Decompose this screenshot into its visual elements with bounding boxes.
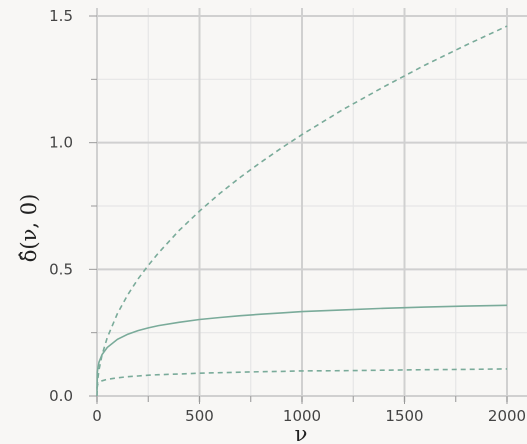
series-line-2 bbox=[96, 304, 508, 391]
x-tick-label: 2000 bbox=[488, 407, 526, 425]
y-tick-label: 1.0 bbox=[49, 134, 73, 152]
tick-labels: 0 500 1000 1500 2000 0.0 0.5 1.0 1.5 bbox=[49, 7, 526, 425]
series-line-1 bbox=[96, 25, 508, 397]
x-tick-label: 500 bbox=[185, 407, 214, 425]
x-axis-title: ν bbox=[295, 422, 308, 444]
y-tick-label: 0.5 bbox=[49, 260, 73, 278]
plot-background bbox=[97, 8, 527, 402]
series-line-3 bbox=[96, 368, 508, 389]
x-tick-label: 1000 bbox=[283, 407, 321, 425]
y-tick-label: 1.5 bbox=[49, 7, 73, 25]
series-lines bbox=[96, 25, 508, 397]
axis-ticks bbox=[89, 15, 508, 404]
y-tick-label: 0.0 bbox=[49, 387, 73, 405]
x-tick-label: 0 bbox=[92, 407, 102, 425]
y-axis-title: δ̂(ν, 0) bbox=[17, 194, 41, 263]
x-tick-label: 1500 bbox=[385, 407, 423, 425]
